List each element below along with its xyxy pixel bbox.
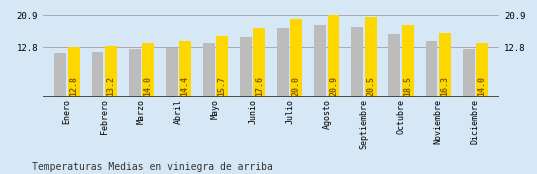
Text: 15.7: 15.7 [217, 76, 227, 96]
Bar [240, 37, 252, 97]
Bar [328, 15, 339, 97]
Bar [388, 34, 400, 97]
Text: 18.5: 18.5 [403, 76, 412, 96]
Bar [351, 27, 363, 97]
Bar [476, 42, 488, 97]
Text: 12.8: 12.8 [69, 76, 78, 96]
Bar [105, 46, 117, 97]
Text: 13.2: 13.2 [106, 76, 115, 96]
Text: 20.5: 20.5 [366, 76, 375, 96]
Bar [142, 42, 154, 97]
Bar [203, 43, 215, 97]
Bar [425, 41, 438, 97]
Bar [179, 41, 191, 97]
Text: Temperaturas Medias en viniegra de arriba: Temperaturas Medias en viniegra de arrib… [32, 162, 273, 172]
Bar [216, 36, 228, 97]
Text: 16.3: 16.3 [440, 76, 449, 96]
Bar [365, 17, 376, 97]
Bar [68, 47, 79, 97]
Text: 20.9: 20.9 [329, 76, 338, 96]
Bar [92, 52, 104, 97]
Bar [463, 49, 475, 97]
Bar [277, 28, 289, 97]
Text: 14.0: 14.0 [143, 76, 153, 96]
Bar [402, 25, 413, 97]
Text: 20.0: 20.0 [292, 76, 301, 96]
Bar [166, 48, 178, 97]
Bar [314, 25, 326, 97]
Bar [439, 33, 451, 97]
Text: 17.6: 17.6 [255, 76, 264, 96]
Bar [129, 49, 141, 97]
Text: 14.4: 14.4 [180, 76, 190, 96]
Text: 14.0: 14.0 [477, 76, 487, 96]
Bar [291, 19, 302, 97]
Bar [253, 28, 265, 97]
Bar [54, 53, 67, 97]
